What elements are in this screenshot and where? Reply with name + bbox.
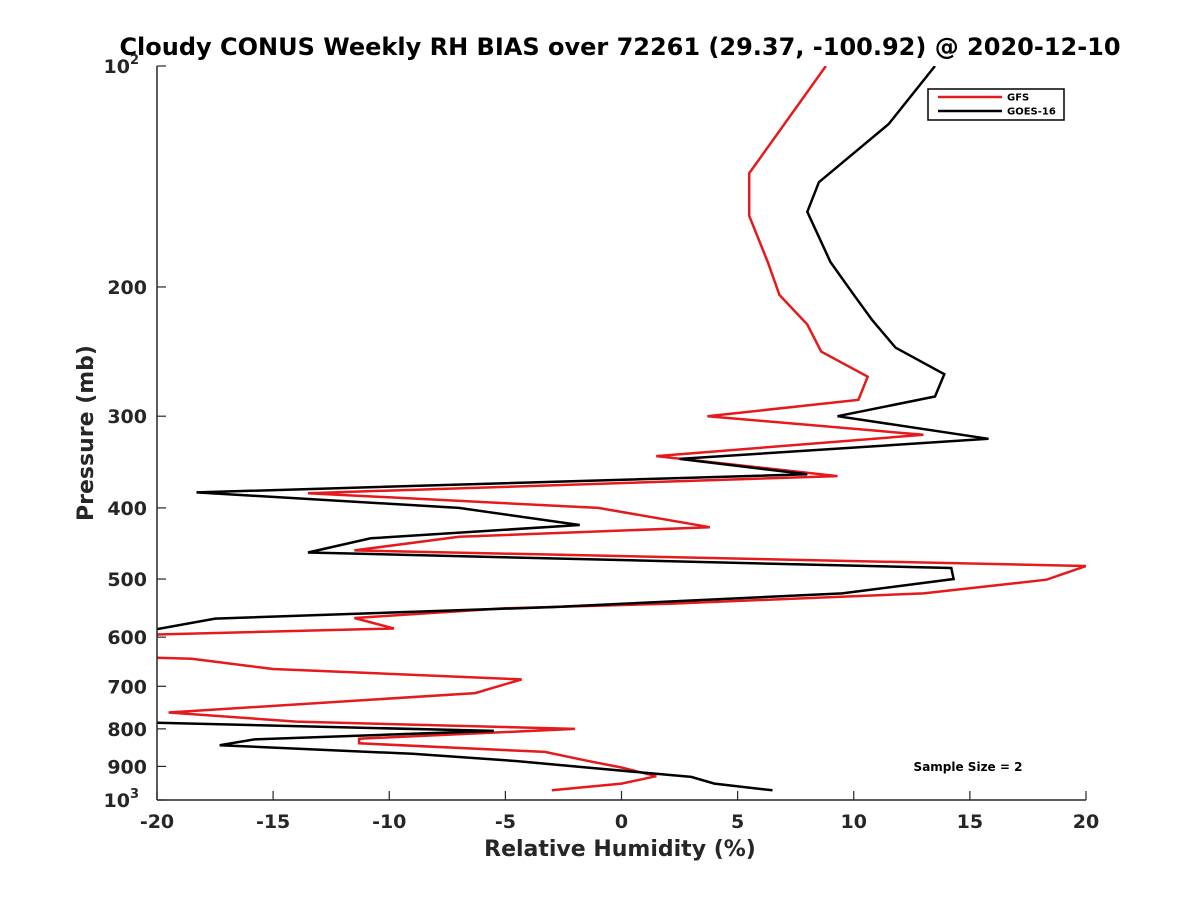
x-tick-label: 0 <box>615 811 628 833</box>
y-tick-label: 800 <box>107 719 147 741</box>
x-axis-label: Relative Humidity (%) <box>484 837 756 862</box>
x-tick-label: 15 <box>957 811 983 833</box>
x-tick-label: -5 <box>495 811 516 833</box>
x-tick-label: -20 <box>140 811 174 833</box>
y-axis-label: Pressure (mb) <box>74 345 99 521</box>
y-tick-label: 300 <box>107 406 147 428</box>
y-tick-label: 600 <box>107 627 147 649</box>
legend: GFS GOES-16 <box>927 88 1065 121</box>
y-tick-label: 700 <box>107 676 147 698</box>
plot-area <box>157 66 1086 800</box>
x-axis-ticks: -20 -15 -10 -5 0 5 10 15 20 <box>140 791 1099 833</box>
y-tick-label: 400 <box>107 498 147 520</box>
series-layer <box>157 66 1086 792</box>
legend-box <box>927 88 1065 121</box>
x-tick-label: 20 <box>1073 811 1099 833</box>
x-tick-label: 5 <box>731 811 744 833</box>
legend-label-goes-16: GOES-16 <box>1007 107 1056 118</box>
y-tick-label: 500 <box>107 569 147 591</box>
plot-background <box>157 66 1086 800</box>
x-tick-label: -10 <box>372 811 406 833</box>
chart-title: Cloudy CONUS Weekly RH BIAS over 72261 (… <box>119 33 1120 61</box>
y-tick-label: 200 <box>107 277 147 299</box>
series-line-goes-16 <box>157 66 989 792</box>
y-tick-label: 900 <box>107 756 147 778</box>
x-tick-label: -15 <box>256 811 290 833</box>
x-tick-label: 10 <box>841 811 867 833</box>
legend-label-gfs: GFS <box>1007 93 1029 104</box>
sample-size-annotation: Sample Size = 2 <box>914 760 1023 774</box>
